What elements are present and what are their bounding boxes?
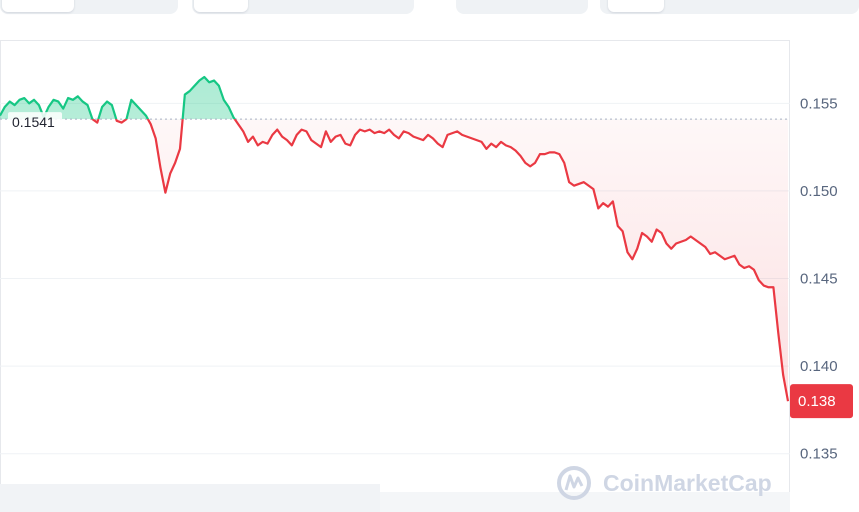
volume-bar-left [0,484,380,512]
reference-price-label-group: 0.1541 [8,112,62,131]
volume-bars [0,484,790,512]
price-line-up [0,75,237,120]
chart-frame [0,40,790,512]
area-below-reference [0,119,788,402]
tab-group-2[interactable] [192,0,414,14]
current-price-tag-bg [790,384,853,419]
tab-group-3[interactable] [456,0,588,14]
area-fills [0,77,788,402]
reference-price-label: 0.1541 [12,114,55,130]
y-tick-label-4: 0.135 [800,446,838,463]
timeframe-tabs [0,0,859,16]
reference-price-label-bg [8,112,62,131]
y-tick-label-1: 0.150 [800,183,838,200]
tab-group-4[interactable] [600,0,859,14]
watermark-text: CoinMarketCap [603,470,772,496]
y-tick-label-3: 0.140 [800,358,838,375]
tab-group-1-active[interactable] [2,0,74,12]
y-axis: 0.155 0.150 0.145 0.140 0.135 [800,95,838,462]
tab-group-2-active[interactable] [194,0,248,12]
volume-bar-right [380,492,790,512]
watermark: CoinMarketCap [557,466,772,500]
area-above-reference [0,77,235,120]
current-price-tag: 0.138 [790,384,853,419]
price-line [0,75,790,402]
tab-group-1[interactable] [0,0,178,14]
y-tick-label-2: 0.145 [800,271,838,288]
price-line-down [91,119,790,402]
y-tick-label-0: 0.155 [800,95,838,112]
current-price-label: 0.138 [798,393,836,410]
tab-group-4-active[interactable] [608,0,664,12]
coinmarketcap-logo-icon [557,466,591,500]
